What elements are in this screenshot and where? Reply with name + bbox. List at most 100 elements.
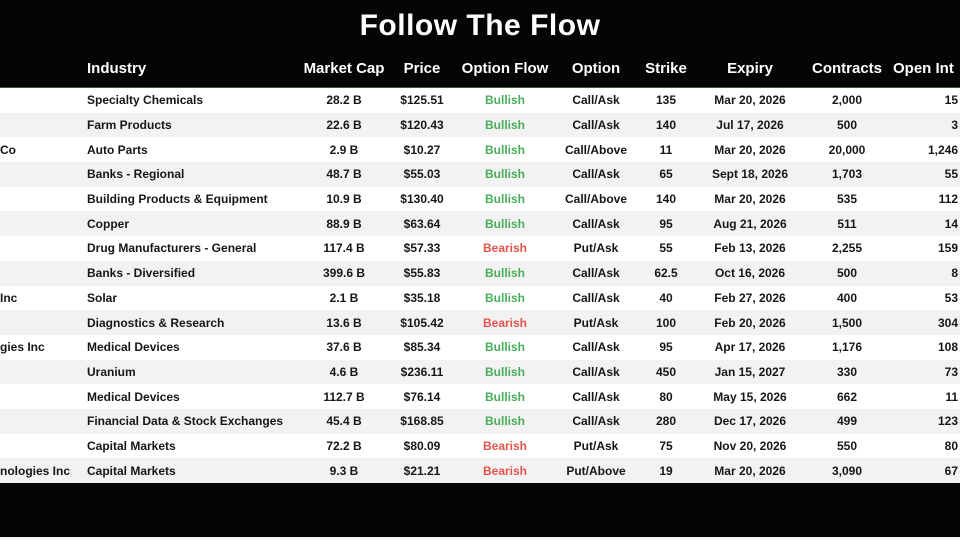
option-flow-cell: Bearish <box>482 438 528 453</box>
expiry-cell: Aug 21, 2026 <box>713 216 787 231</box>
table-row: Medical Devices 112.7 B $76.14 Bullish C… <box>0 384 960 409</box>
price-cell: $63.64 <box>403 216 441 231</box>
industry-cell: Drug Manufacturers - General <box>87 241 257 256</box>
option-flow-cell: Bullish <box>484 118 525 133</box>
market-cap-cell: 22.6 B <box>326 118 362 133</box>
open-int-cell: 304 <box>937 315 958 330</box>
option-flow-cell: Bullish <box>484 414 525 429</box>
expiry-cell: Feb 13, 2026 <box>714 241 786 256</box>
market-cap-cell: 112.7 B <box>323 389 365 404</box>
market-cap-cell: 13.6 B <box>326 315 362 330</box>
market-cap-cell: 117.4 B <box>323 241 365 256</box>
expiry-cell: May 15, 2026 <box>713 389 787 404</box>
industry-cell: Financial Data & Stock Exchanges <box>87 414 284 429</box>
market-cap-cell: 88.9 B <box>326 216 362 231</box>
open-int-cell: 8 <box>951 266 958 281</box>
price-cell: $57.33 <box>403 241 441 256</box>
market-cap-cell: 9.3 B <box>329 463 359 478</box>
option-flow-cell: Bearish <box>482 315 528 330</box>
column-header-expiry: Expiry <box>727 60 773 77</box>
table-header-row: Industry Market Cap Price Option Flow Op… <box>0 52 960 87</box>
price-cell: $21.21 <box>403 463 441 478</box>
strike-cell: 19 <box>659 463 673 478</box>
contracts-cell: 400 <box>836 290 858 305</box>
expiry-cell: Mar 20, 2026 <box>714 93 786 108</box>
contracts-cell: 550 <box>836 438 858 453</box>
option-cell: Call/Ask <box>572 93 620 108</box>
open-int-cell: 11 <box>945 389 958 404</box>
option-cell: Call/Ask <box>572 167 620 182</box>
price-cell: $85.34 <box>403 340 441 355</box>
industry-cell: Medical Devices <box>87 389 180 404</box>
contracts-cell: 2,255 <box>831 241 863 256</box>
open-int-cell: 123 <box>937 414 958 429</box>
open-int-cell: 67 <box>944 463 958 478</box>
market-cap-cell: 2.9 B <box>329 142 359 157</box>
contracts-cell: 662 <box>836 389 858 404</box>
market-cap-cell: 48.7 B <box>326 167 362 182</box>
company-name-fragment: Co <box>0 142 16 157</box>
industry-cell: Building Products & Equipment <box>87 192 268 207</box>
table-row: Inc Solar 2.1 B $35.18 Bullish Call/Ask … <box>0 285 960 311</box>
option-cell: Call/Above <box>564 192 627 207</box>
contracts-cell: 500 <box>836 266 858 281</box>
industry-cell: Solar <box>87 290 118 305</box>
price-cell: $236.11 <box>400 364 444 379</box>
expiry-cell: Mar 20, 2026 <box>714 463 786 478</box>
option-cell: Call/Ask <box>572 118 620 133</box>
column-header-price: Price <box>403 60 441 77</box>
option-cell: Put/Ask <box>573 315 619 330</box>
option-cell: Put/Above <box>566 463 626 478</box>
price-cell: $105.42 <box>400 315 444 330</box>
contracts-cell: 499 <box>836 414 858 429</box>
industry-cell: Diagnostics & Research <box>87 315 225 330</box>
price-cell: $125.51 <box>400 93 444 108</box>
open-int-cell: 55 <box>944 167 958 182</box>
market-cap-cell: 10.9 B <box>326 192 362 207</box>
bottom-black-bar <box>0 483 960 537</box>
option-flow-cell: Bullish <box>484 389 525 404</box>
market-cap-cell: 28.2 B <box>326 93 362 108</box>
table-body: Specialty Chemicals 28.2 B $125.51 Bulli… <box>0 88 960 483</box>
strike-cell: 40 <box>659 290 673 305</box>
market-cap-cell: 399.6 B <box>322 266 366 281</box>
strike-cell: 95 <box>659 216 673 231</box>
expiry-cell: Mar 20, 2026 <box>714 192 786 207</box>
open-int-cell: 3 <box>951 118 958 133</box>
price-cell: $130.40 <box>400 192 444 207</box>
open-int-cell: 112 <box>938 192 958 207</box>
contracts-cell: 511 <box>837 216 857 231</box>
option-flow-cell: Bullish <box>484 364 525 379</box>
expiry-cell: Sept 18, 2026 <box>711 167 789 182</box>
strike-cell: 450 <box>655 364 677 379</box>
option-flow-cell: Bullish <box>484 290 525 305</box>
option-cell: Call/Ask <box>572 364 620 379</box>
column-header-option: Option <box>571 60 621 77</box>
expiry-cell: Mar 20, 2026 <box>714 142 786 157</box>
price-cell: $55.83 <box>403 266 441 281</box>
expiry-cell: Apr 17, 2026 <box>714 340 786 355</box>
open-int-cell: 14 <box>944 216 958 231</box>
expiry-cell: Jan 15, 2027 <box>714 364 786 379</box>
expiry-cell: Feb 20, 2026 <box>714 315 786 330</box>
option-flow-cell: Bullish <box>484 192 525 207</box>
contracts-cell: 1,500 <box>831 315 863 330</box>
column-header-strike: Strike <box>645 60 687 77</box>
strike-cell: 11 <box>659 142 673 157</box>
option-cell: Call/Ask <box>572 414 620 429</box>
option-cell: Call/Ask <box>572 290 620 305</box>
option-flow-cell: Bullish <box>484 167 525 182</box>
contracts-cell: 3,090 <box>831 463 863 478</box>
expiry-cell: Nov 20, 2026 <box>713 438 787 453</box>
table-row: Financial Data & Stock Exchanges 45.4 B … <box>0 408 960 434</box>
expiry-cell: Feb 27, 2026 <box>714 290 786 305</box>
price-cell: $168.85 <box>400 414 444 429</box>
option-cell: Call/Ask <box>572 389 620 404</box>
industry-cell: Auto Parts <box>87 142 148 157</box>
market-cap-cell: 37.6 B <box>326 340 362 355</box>
option-flow-cell: Bearish <box>482 463 528 478</box>
open-int-cell: 80 <box>944 438 958 453</box>
company-name-fragment: nologies Inc <box>0 463 71 478</box>
industry-cell: Farm Products <box>87 118 172 133</box>
